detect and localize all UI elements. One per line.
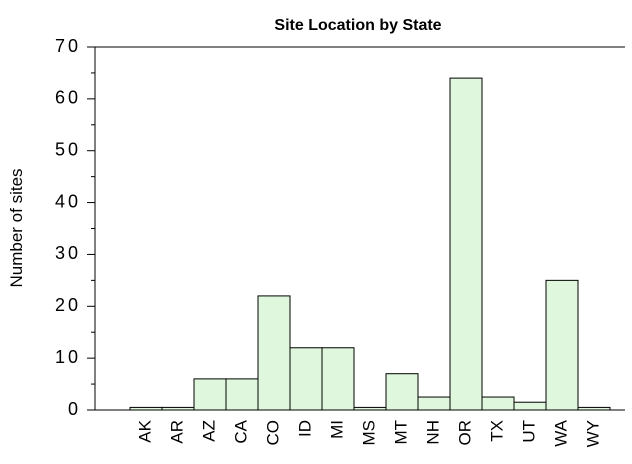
x-tick-label: TX [487, 420, 506, 442]
bar [225, 378, 259, 411]
bar [417, 396, 451, 411]
bar [257, 295, 291, 411]
x-tick-label: WA [551, 419, 570, 446]
x-tick-label: NH [423, 420, 442, 445]
x-tick-label: WY [583, 420, 602, 447]
y-tick-label: 10 [55, 347, 81, 367]
y-tick-label: 20 [55, 295, 81, 315]
x-tick-label: MT [391, 420, 410, 445]
bar [385, 373, 419, 411]
bar [513, 401, 547, 411]
bar [545, 279, 579, 411]
y-tick-label: 0 [68, 399, 81, 419]
x-tick-label: CO [263, 420, 282, 446]
bar [289, 347, 323, 411]
x-tick-label: ID [295, 420, 314, 437]
y-tick-label: 70 [55, 36, 81, 56]
y-tick-label: 40 [55, 191, 81, 211]
y-tick-label: 50 [55, 139, 81, 159]
x-tick-label: UT [519, 420, 538, 443]
chart-title: Site Location by State [274, 17, 441, 34]
x-tick-label: MS [359, 420, 378, 446]
y-tick-label: 30 [55, 243, 81, 263]
y-tick-label: 60 [55, 88, 81, 108]
bar [321, 347, 355, 411]
bar [449, 77, 483, 411]
x-tick-label: MI [327, 420, 346, 439]
x-tick-label: AK [135, 419, 154, 442]
x-tick-label: OR [455, 420, 474, 446]
bar [481, 396, 515, 411]
bar [129, 406, 163, 411]
x-tick-label: CA [231, 419, 250, 443]
x-tick-label: AR [167, 420, 186, 444]
x-tick-label: AZ [199, 420, 218, 442]
bar [193, 378, 227, 411]
y-axis-label: Number of sites [7, 168, 26, 287]
bar [577, 406, 611, 411]
bar [353, 406, 387, 411]
bar [161, 406, 195, 411]
